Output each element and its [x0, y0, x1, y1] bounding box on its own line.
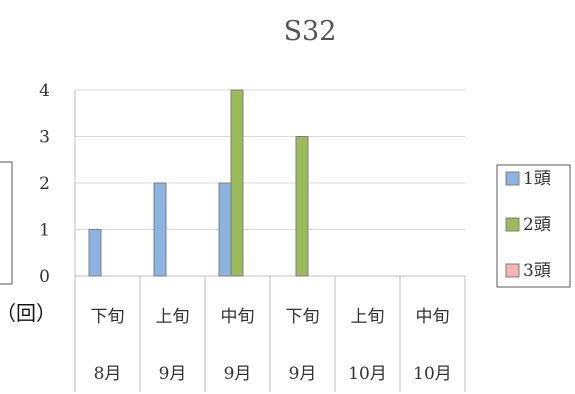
bar-2頭-3	[295, 136, 309, 277]
chart-title: S32	[284, 16, 337, 47]
bar-1頭-0	[88, 229, 102, 277]
legend: 1頭 2頭 3頭	[496, 164, 571, 288]
bar-1頭-1	[153, 182, 167, 277]
x-tick-label-period: 上旬	[351, 307, 385, 327]
x-tick-label-month: 9月	[224, 364, 252, 384]
bar-1頭-2	[218, 182, 232, 277]
y-tick-label: 4	[39, 81, 50, 101]
x-tick-label-month: 8月	[94, 364, 122, 384]
x-tick-label-month: 10月	[348, 364, 387, 384]
x-tick-label-month: 9月	[289, 364, 317, 384]
legend-label: 3頭	[523, 261, 551, 281]
y-axis-title-box	[0, 161, 13, 285]
x-tick-label-period: 中旬	[221, 307, 255, 327]
legend-swatch-2頭	[505, 217, 520, 232]
legend-label: 1頭	[523, 169, 551, 189]
x-tick-label-period: 中旬	[416, 307, 450, 327]
plot-area: 0 1 2 3 4 下旬 8月 上旬 9月 中旬 9月 下旬 9月 上旬 10月 中旬 10月	[39, 81, 466, 392]
y-tick-label: 0	[39, 267, 50, 287]
legend-swatch-3頭	[505, 263, 520, 278]
x-tick-label-period: 下旬	[91, 307, 125, 327]
bar-2頭-2	[230, 89, 244, 277]
y-tick-label: 2	[39, 174, 50, 194]
x-tick-label-period: 上旬	[156, 307, 190, 327]
x-tick-label-month: 9月	[159, 364, 187, 384]
legend-swatch-1頭	[505, 171, 520, 186]
y-tick-label: 1	[39, 221, 50, 241]
legend-label: 2頭	[523, 215, 551, 235]
x-tick-label-period: 下旬	[286, 307, 320, 327]
y-axis-title: （回）	[0, 301, 56, 325]
y-tick-label: 3	[39, 128, 50, 148]
x-tick-label-month: 10月	[413, 364, 452, 384]
